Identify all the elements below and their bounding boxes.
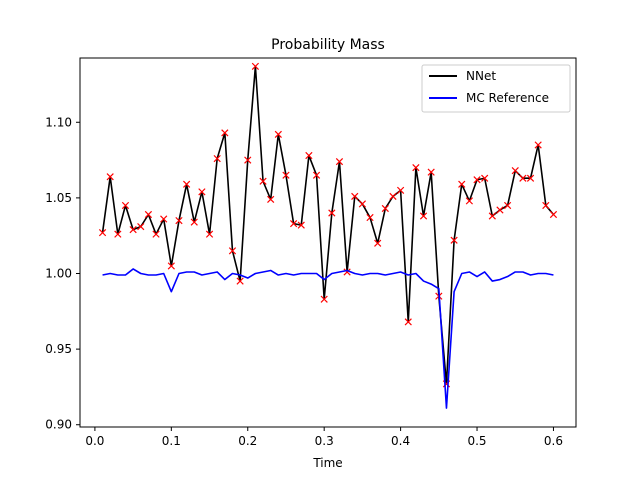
nnet-point (137, 222, 145, 231)
nnet-point (167, 262, 175, 270)
nnet-series-line (101, 65, 555, 385)
y-tick-label: 1.00 (45, 267, 72, 281)
legend-mc-reference-label: MC Reference (466, 91, 549, 105)
nnet-point (473, 176, 481, 184)
y-tick-label: 0.90 (45, 418, 72, 432)
x-tick-label: 0.1 (162, 434, 181, 448)
chart-title: Probability Mass (271, 37, 385, 53)
nnet-point (481, 174, 489, 182)
nnet-point (297, 221, 305, 229)
nnet-point (534, 141, 542, 149)
nnet-point (488, 212, 496, 220)
nnet-point (289, 219, 298, 228)
x-tick-label: 0.0 (85, 434, 104, 448)
nnet-point (106, 173, 114, 181)
nnet-point (351, 192, 359, 200)
nnet-point (419, 212, 428, 220)
y-tick-label: 1.05 (45, 191, 72, 205)
nnet-point (221, 129, 229, 137)
nnet-point (182, 180, 191, 188)
nnet-point (343, 268, 351, 276)
nnet-point (282, 171, 290, 179)
nnet-point (374, 239, 382, 247)
x-tick-label: 0.4 (391, 434, 410, 448)
nnet-point (549, 210, 558, 219)
nnet-point (404, 318, 412, 326)
x-tick-label: 0.6 (544, 434, 563, 448)
nnet-point (328, 209, 336, 217)
nnet-point (121, 201, 130, 210)
series-layer (98, 62, 558, 409)
nnet-point (267, 195, 275, 204)
nnet-point (335, 157, 344, 166)
nnet-point (526, 174, 535, 182)
y-tick-label: 0.95 (45, 342, 72, 356)
nnet-point (465, 197, 474, 205)
nnet-point (244, 156, 252, 164)
nnet-point (542, 201, 550, 210)
nnet-point (450, 236, 458, 244)
nnet-point (366, 213, 374, 222)
nnet-point (259, 177, 267, 185)
nnet-point (205, 230, 214, 238)
nnet-point (175, 216, 183, 225)
x-axis-label: Time (312, 456, 342, 470)
nnet-point (519, 174, 527, 182)
plot-frame (79, 57, 577, 428)
nnet-point (236, 277, 244, 285)
legend: NNet MC Reference (421, 64, 571, 113)
nnet-point (312, 171, 321, 179)
nnet-point (458, 180, 466, 188)
nnet-point (496, 206, 504, 214)
nnet-point (412, 164, 420, 172)
nnet-point (358, 200, 367, 208)
nnet-point (511, 167, 519, 175)
nnet-point (198, 188, 206, 196)
nnet-point (98, 229, 107, 237)
nnet-point (160, 215, 168, 223)
nnet-point (274, 130, 282, 138)
nnet-point (381, 204, 389, 213)
nnet-point (152, 230, 160, 238)
nnet-point (305, 151, 313, 160)
nnet-point (213, 154, 221, 163)
nnet-point (389, 192, 397, 200)
mc-reference-series-line (102, 268, 554, 409)
y-tick-label: 1.10 (45, 115, 72, 129)
nnet-point (396, 186, 405, 194)
nnet-point (114, 230, 122, 238)
y-axis: 0.90 0.95 1.00 1.05 1.10 (45, 115, 80, 432)
x-tick-label: 0.2 (238, 434, 257, 448)
x-tick-label: 0.3 (315, 434, 334, 448)
nnet-point (503, 201, 512, 210)
x-tick-label: 0.5 (467, 434, 486, 448)
nnet-point (320, 295, 328, 303)
legend-nnet-label: NNet (466, 69, 496, 83)
legend-box (421, 64, 571, 113)
x-axis: 0.0 0.1 0.2 0.3 0.4 0.5 0.6 (85, 427, 563, 448)
nnet-point (144, 210, 153, 219)
nnet-point (251, 62, 260, 70)
nnet-point (228, 247, 237, 255)
nnet-point (190, 218, 198, 226)
nnet-point (129, 226, 137, 234)
nnet-point (427, 168, 435, 176)
